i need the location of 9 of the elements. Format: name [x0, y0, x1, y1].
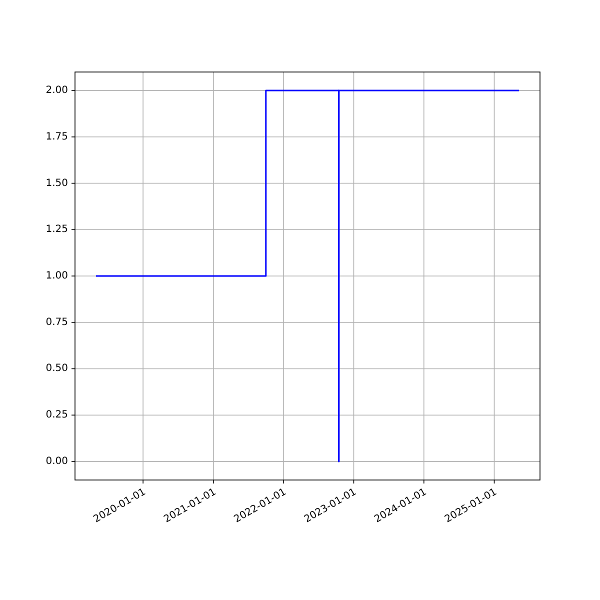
- y-tick-label: 0.50: [46, 363, 68, 374]
- y-tick-label: 2.00: [46, 85, 68, 96]
- y-tick-label: 1.50: [46, 178, 68, 189]
- y-tick-label: 1.00: [46, 270, 68, 282]
- y-tick-label: 0.25: [46, 410, 68, 421]
- y-tick-label: 0.00: [46, 456, 68, 467]
- y-tick-label: 1.75: [46, 131, 68, 142]
- y-tick-label: 1.25: [46, 224, 68, 236]
- y-tick-label: 0.75: [46, 316, 68, 328]
